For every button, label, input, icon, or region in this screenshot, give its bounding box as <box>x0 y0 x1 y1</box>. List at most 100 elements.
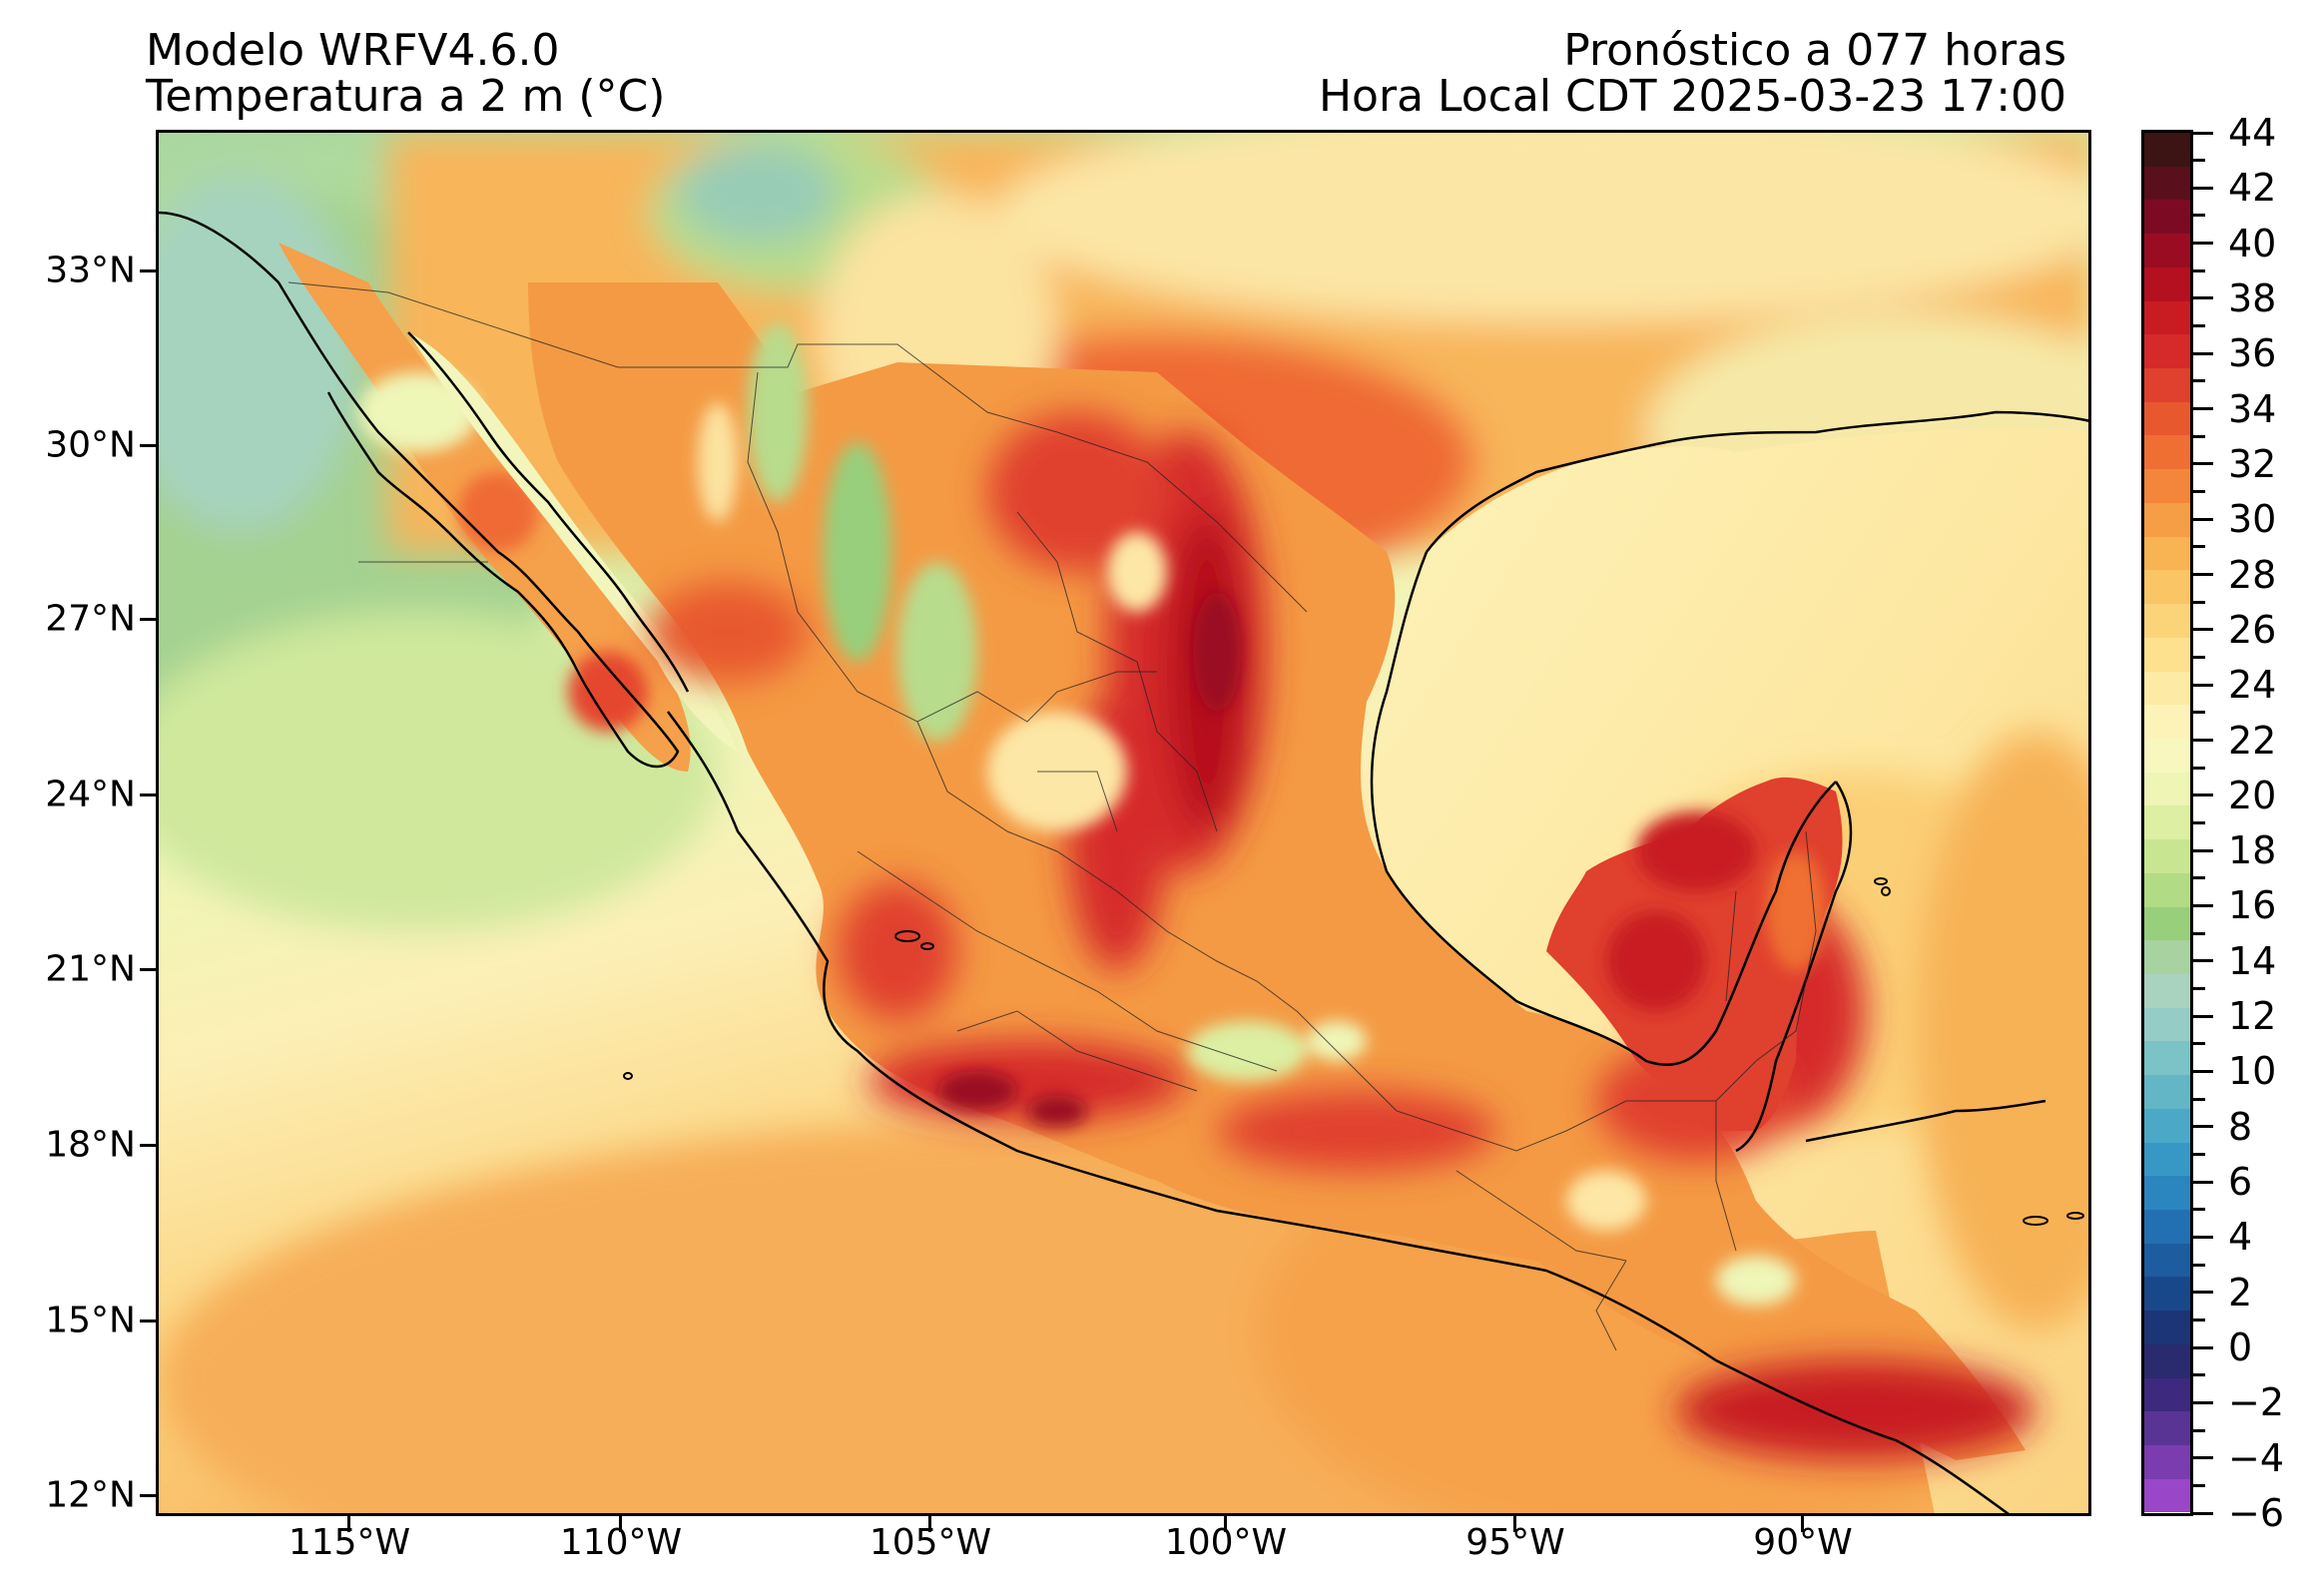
lon-label-90w: 90°W <box>1753 1522 1853 1563</box>
colorbar-segment <box>2144 401 2190 436</box>
colorbar-tick <box>2193 1345 2213 1349</box>
colorbar-tick <box>2193 903 2213 907</box>
colorbar-minor-tick <box>2193 1428 2205 1432</box>
lat-tick <box>140 968 156 971</box>
colorbar-minor-tick <box>2193 1263 2205 1267</box>
colorbar-label: 44 <box>2228 111 2277 155</box>
colorbar-minor-tick <box>2193 159 2205 163</box>
islands <box>623 877 2084 1226</box>
colorbar-tick <box>2193 1180 2213 1184</box>
colorbar-label: 28 <box>2228 552 2277 597</box>
colorbar-segment <box>2144 1108 2190 1143</box>
colorbar-tick <box>2193 739 2213 743</box>
colorbar-label: 42 <box>2228 166 2277 211</box>
colorbar-label: 18 <box>2228 828 2277 873</box>
lat-label-30n: 30°N <box>45 424 136 466</box>
colorbar-label: 32 <box>2228 441 2277 486</box>
colorbar-segment <box>2144 973 2190 1008</box>
lat-tick <box>140 618 156 621</box>
colorbar-minor-tick <box>2193 600 2205 604</box>
colorbar-segment <box>2144 1411 2190 1446</box>
colorbar-segment <box>2144 738 2190 773</box>
colorbar-segment <box>2144 234 2190 267</box>
colorbar-label: 4 <box>2228 1215 2253 1260</box>
colorbar-segment <box>2144 266 2190 301</box>
colorbar-minor-tick <box>2193 821 2205 824</box>
lon-tick <box>1801 1516 1804 1532</box>
colorbar-minor-tick <box>2193 766 2205 770</box>
colorbar-minor-tick <box>2193 1373 2205 1377</box>
colorbar-segment <box>2144 368 2190 402</box>
colorbar-tick <box>2193 351 2213 355</box>
lat-label-27n: 27°N <box>45 598 136 640</box>
forecast-title: Pronóstico a 077 horas <box>1563 25 2066 76</box>
colorbar-minor-tick <box>2193 1208 2205 1212</box>
lat-label-12n: 12°N <box>45 1474 136 1516</box>
colorbar-segment <box>2144 906 2190 941</box>
colorbar-tick <box>2193 1235 2213 1239</box>
colorbar-segment <box>2144 1445 2190 1479</box>
colorbar-minor-tick <box>2193 379 2205 383</box>
colorbar-label: −4 <box>2228 1435 2285 1480</box>
colorbar-segment <box>2144 1041 2190 1076</box>
lon-tick <box>347 1516 350 1532</box>
colorbar-label: 26 <box>2228 607 2277 652</box>
colorbar-tick <box>2193 848 2213 852</box>
colorbar-minor-tick <box>2193 1042 2205 1046</box>
colorbar-label: 12 <box>2228 994 2277 1039</box>
colorbar-tick <box>2193 1291 2213 1295</box>
political-borders <box>288 281 1817 1351</box>
lon-tick <box>619 1516 622 1532</box>
colorbar-minor-tick <box>2193 324 2205 328</box>
colorbar-segment <box>2144 805 2190 840</box>
colorbar-tick <box>2193 573 2213 577</box>
colorbar-minor-tick <box>2193 1318 2205 1322</box>
colorbar-tick <box>2193 462 2213 466</box>
colorbar-segment <box>2144 839 2190 873</box>
colorbar-label: 14 <box>2228 938 2277 983</box>
mainland-mexico <box>528 282 2026 1460</box>
colorbar-label: 30 <box>2228 497 2277 542</box>
model-title: Modelo WRFV4.6.0 <box>146 25 560 76</box>
colorbar-tick <box>2193 296 2213 300</box>
lat-label-21n: 21°N <box>45 948 136 990</box>
colorbar-segment <box>2144 1343 2190 1378</box>
colorbar-label: 36 <box>2228 331 2277 376</box>
lon-tick <box>1513 1516 1516 1532</box>
colorbar-tick <box>2193 242 2213 246</box>
colorbar-tick <box>2193 186 2213 190</box>
colorbar-segment <box>2144 671 2190 706</box>
colorbar-label: 8 <box>2228 1104 2253 1149</box>
lon-label-100w: 100°W <box>1164 1522 1288 1563</box>
colorbar-segment <box>2144 502 2190 537</box>
lon-tick <box>928 1516 931 1532</box>
colorbar-segment <box>2144 940 2190 974</box>
colorbar-segment <box>2144 1243 2190 1278</box>
colorbar-segment <box>2144 570 2190 605</box>
valid-time-title: Hora Local CDT 2025-03-23 17:00 <box>1318 71 2066 122</box>
temperature-map <box>156 130 2091 1516</box>
lat-tick <box>140 1320 156 1323</box>
colorbar-minor-tick <box>2193 545 2205 549</box>
variable-title: Temperatura a 2 m (°C) <box>146 71 666 122</box>
colorbar-segment <box>2144 334 2190 369</box>
colorbar-minor-tick <box>2193 214 2205 218</box>
colorbar-segment <box>2144 772 2190 806</box>
colorbar-minor-tick <box>2193 490 2205 494</box>
colorbar-label: 2 <box>2228 1270 2253 1315</box>
colorbar-segment <box>2144 637 2190 672</box>
colorbar-segment <box>2144 1075 2190 1109</box>
lat-label-33n: 33°N <box>45 250 136 291</box>
colorbar-label: 38 <box>2228 275 2277 320</box>
colorbar-tick <box>2193 959 2213 963</box>
colorbar-minor-tick <box>2193 1483 2205 1487</box>
colorbar-label: 40 <box>2228 221 2277 265</box>
lat-label-15n: 15°N <box>45 1300 136 1341</box>
lon-label-115w: 115°W <box>288 1522 411 1563</box>
lat-label-18n: 18°N <box>45 1124 136 1166</box>
colorbar-minor-tick <box>2193 1152 2205 1156</box>
colorbar-tick <box>2193 794 2213 797</box>
lat-tick <box>140 269 156 272</box>
colorbar-label: 20 <box>2228 773 2277 817</box>
colorbar-segment <box>2144 469 2190 503</box>
